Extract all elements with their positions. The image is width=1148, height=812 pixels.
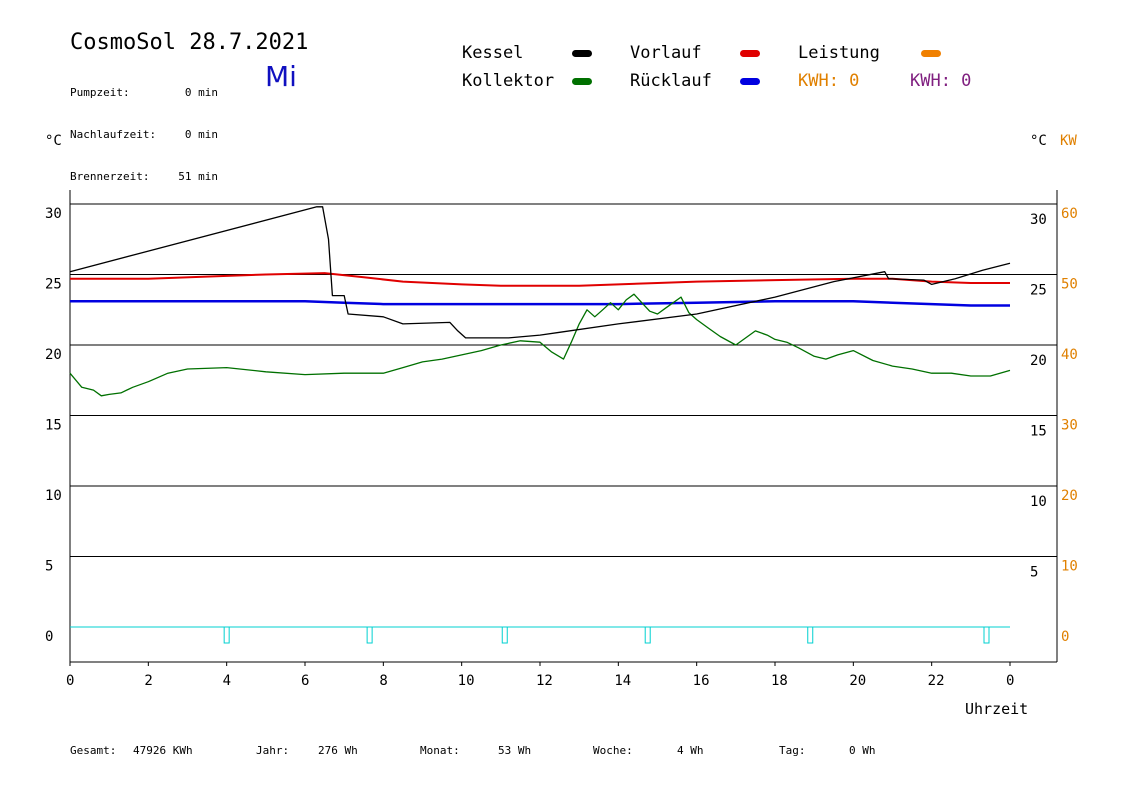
footer-gesamt: Gesamt:: [70, 744, 116, 757]
y-tick-label-right: 10: [1030, 494, 1047, 510]
y-tick-label-right: 15: [1030, 424, 1047, 440]
stat-pumpzeit: Pumpzeit:: [70, 86, 130, 99]
legend-kollektor-label: Kollektor: [462, 71, 555, 91]
x-tick-label: 0: [1006, 673, 1014, 689]
x-tick-label: 10: [458, 673, 475, 689]
stat-pumpzeit-value: 0 min: [184, 86, 218, 99]
legend-vorlauf-swatch: [740, 50, 760, 57]
y-tick-label-kw: 20: [1061, 488, 1078, 504]
stat-nachlaufzeit-value: 0 min: [184, 128, 218, 141]
footer-gesamt-value: 47926 KWh: [133, 744, 193, 757]
y-tick-label-left: 0: [45, 629, 53, 645]
pump-marker: [366, 626, 373, 644]
right-axis-unit-kw: KW: [1060, 133, 1077, 149]
footer-gesamt-label: Gesamt:: [70, 744, 117, 757]
stat-brennerzeit-value: 51 min: [178, 170, 218, 183]
y-tick-label-right: 30: [1030, 212, 1047, 228]
x-tick-label: 8: [379, 673, 387, 689]
y-tick-label-left: 20: [45, 347, 62, 363]
x-tick-label: 22: [928, 673, 945, 689]
legend-kwh-2: KWH: 0: [910, 71, 972, 91]
stat-brennerzeit: Brennerzeit:: [70, 170, 150, 183]
series-line-kollektor: [69, 293, 1011, 397]
y-tick-label-kw: 50: [1061, 277, 1078, 293]
y-tick-label-left: 15: [45, 418, 62, 434]
series-line-ruecklauf: [70, 300, 1010, 307]
legend-leistung-label: Leistung: [798, 43, 880, 63]
legend-ruecklauf-label: Rücklauf: [630, 71, 712, 91]
footer-tag-value: 0 Wh: [849, 744, 876, 757]
series-line-vorlauf: [70, 272, 1010, 287]
legend-ruecklauf-swatch: [740, 78, 760, 85]
chart-series: [69, 206, 1011, 397]
chart-title: CosmoSol 28.7.2021: [70, 30, 309, 55]
y-tick-label-right: 5: [1030, 565, 1038, 581]
stat-nachlaufzeit: Nachlaufzeit:: [70, 128, 157, 141]
x-tick-label: 4: [223, 673, 231, 689]
chart-grid: [69, 190, 1058, 663]
y-tick-label-left: 5: [45, 559, 53, 575]
right-axis-unit: °C: [1030, 133, 1047, 149]
y-tick-label-left: 30: [45, 206, 62, 222]
y-tick-label-kw: 40: [1061, 347, 1078, 363]
footer-tag-label: Tag:: [779, 744, 806, 757]
legend-kessel-swatch: [572, 50, 592, 57]
y-tick-label-kw: 0: [1061, 629, 1069, 645]
legend-kollektor-swatch: [572, 78, 592, 85]
stats-block: Pumpzeit: Nachlaufzeit: Brennerzeit:: [70, 58, 156, 198]
footer-jahr-value: 276 Wh: [318, 744, 358, 757]
x-tick-label: 20: [849, 673, 866, 689]
stats-values: 0 min 0 min 51 min: [160, 58, 218, 198]
pump-marker: [644, 626, 651, 644]
legend-leistung-swatch: [921, 50, 941, 57]
y-tick-label-right: 20: [1030, 353, 1047, 369]
footer-monat-label: Monat:: [420, 744, 460, 757]
legend-vorlauf-label: Vorlauf: [630, 43, 702, 63]
x-tick-label: 6: [301, 673, 309, 689]
footer-jahr-label: Jahr:: [256, 744, 290, 757]
legend-kwh-1: KWH: 0: [798, 71, 860, 91]
y-tick-label-right: 25: [1030, 283, 1047, 299]
x-tick-label: 14: [614, 673, 631, 689]
left-axis-unit: °C: [45, 133, 62, 149]
footer-woche-value: 4 Wh: [677, 744, 704, 757]
pump-markers: [70, 626, 1010, 644]
y-tick-label-kw: 30: [1061, 418, 1078, 434]
y-tick-label-left: 25: [45, 277, 62, 293]
footer-monat-value: 53 Wh: [498, 744, 532, 757]
x-axis-label: Uhrzeit: [965, 700, 1029, 718]
x-tick-label: 18: [771, 673, 788, 689]
pump-marker: [983, 626, 990, 644]
x-tick-label: 2: [144, 673, 152, 689]
y-tick-label-left: 10: [45, 488, 62, 504]
weekday-label: Mi: [265, 60, 297, 93]
series-line-kessel: [69, 206, 1011, 339]
x-tick-label: 16: [693, 673, 710, 689]
pump-marker: [223, 626, 230, 644]
x-tick-label: 12: [536, 673, 553, 689]
y-tick-label-kw: 10: [1061, 559, 1078, 575]
pump-marker: [807, 626, 814, 644]
x-tick-label: 0: [66, 673, 74, 689]
pump-marker: [501, 626, 508, 644]
legend-kessel-label: Kessel: [462, 43, 524, 63]
footer-woche-label: Woche:: [593, 744, 633, 757]
y-tick-label-kw: 60: [1061, 206, 1078, 222]
